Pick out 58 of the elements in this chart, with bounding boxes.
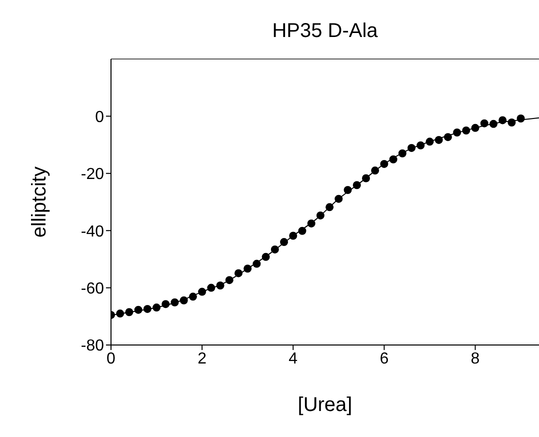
point xyxy=(371,166,380,175)
point xyxy=(307,219,316,228)
point xyxy=(498,116,507,124)
point xyxy=(252,260,261,268)
point xyxy=(316,211,324,220)
point xyxy=(380,160,388,168)
point xyxy=(234,269,242,278)
point xyxy=(198,288,206,296)
point xyxy=(344,186,352,194)
point xyxy=(352,181,361,190)
point xyxy=(125,308,134,316)
chart-title: HP35 D-Ala xyxy=(271,20,379,43)
point xyxy=(489,120,498,128)
x-tick-label: 0 xyxy=(106,350,116,368)
point xyxy=(408,144,416,152)
y-axis-title: elliptcity xyxy=(28,166,52,238)
point xyxy=(134,306,142,314)
point xyxy=(162,300,170,308)
point xyxy=(207,284,216,292)
point xyxy=(116,310,124,318)
x-tick-label: 4 xyxy=(288,350,298,368)
point xyxy=(334,194,343,203)
point xyxy=(508,118,516,126)
y-tick-label: 0 xyxy=(95,108,104,126)
point xyxy=(416,141,425,150)
point xyxy=(326,203,334,212)
x-tick-label: 8 xyxy=(470,350,480,368)
point xyxy=(262,252,270,261)
y-tick-label: -40 xyxy=(80,223,104,240)
point xyxy=(216,282,224,290)
y-tick-label: -20 xyxy=(80,166,104,184)
y-tick-label: -60 xyxy=(80,280,104,298)
point xyxy=(289,232,298,240)
point xyxy=(298,226,306,235)
point xyxy=(362,174,370,182)
x-tick-label: 2 xyxy=(198,350,207,368)
point xyxy=(280,238,288,246)
point xyxy=(180,296,188,304)
point xyxy=(453,128,462,136)
point xyxy=(444,133,452,142)
x-tick-label: 6 xyxy=(380,350,389,368)
point xyxy=(471,124,480,132)
point xyxy=(152,304,161,312)
point xyxy=(244,264,252,273)
x-axis-title: [Urea] xyxy=(296,394,354,417)
point xyxy=(480,119,488,128)
point xyxy=(426,138,434,146)
point xyxy=(434,136,443,144)
point xyxy=(225,276,234,284)
point xyxy=(188,292,197,301)
point xyxy=(462,126,470,134)
point xyxy=(170,298,179,306)
point xyxy=(270,245,279,254)
y-tick-label: -80 xyxy=(80,338,104,355)
point xyxy=(398,149,406,158)
point xyxy=(143,304,152,313)
point xyxy=(389,155,398,164)
point xyxy=(516,114,525,122)
